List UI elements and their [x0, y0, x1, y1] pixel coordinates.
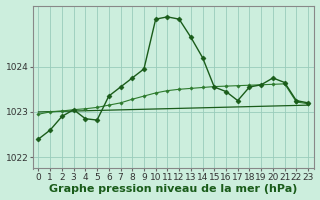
- X-axis label: Graphe pression niveau de la mer (hPa): Graphe pression niveau de la mer (hPa): [49, 184, 298, 194]
